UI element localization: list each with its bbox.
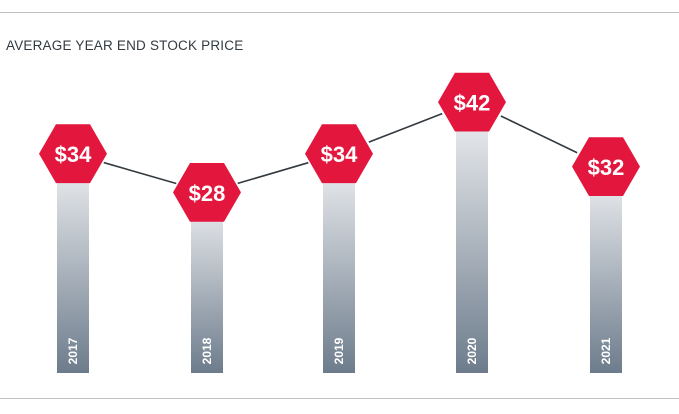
value-label-2019: $34 [321,142,358,167]
trend-segment [237,161,309,185]
trend-segment [500,115,578,154]
value-label-2018: $28 [189,181,226,206]
year-label-2020: 2020 [465,337,479,364]
year-label-2018: 2018 [200,337,214,364]
trend-segment [103,161,177,185]
bar-2019 [323,153,355,373]
bar-2018 [191,192,223,373]
value-label-2021: $32 [588,155,625,180]
top-divider [0,12,679,13]
bar-2021 [590,166,622,373]
year-label-2021: 2021 [599,337,613,364]
value-hexagon-2018 [173,163,241,222]
bar-2020 [456,102,488,373]
value-hexagon-2017 [39,124,107,184]
trend-segment [368,112,443,143]
chart-title: AVERAGE YEAR END STOCK PRICE [6,38,244,53]
year-label-2019: 2019 [332,337,346,364]
value-hexagon-2020 [438,72,506,132]
value-label-2017: $34 [55,142,92,167]
value-label-2020: $42 [454,91,491,116]
value-hexagon-2019 [305,124,373,184]
bar-2017 [57,153,89,373]
year-label-2017: 2017 [66,337,80,364]
bottom-divider [0,398,679,399]
value-hexagon-2021 [572,137,640,196]
